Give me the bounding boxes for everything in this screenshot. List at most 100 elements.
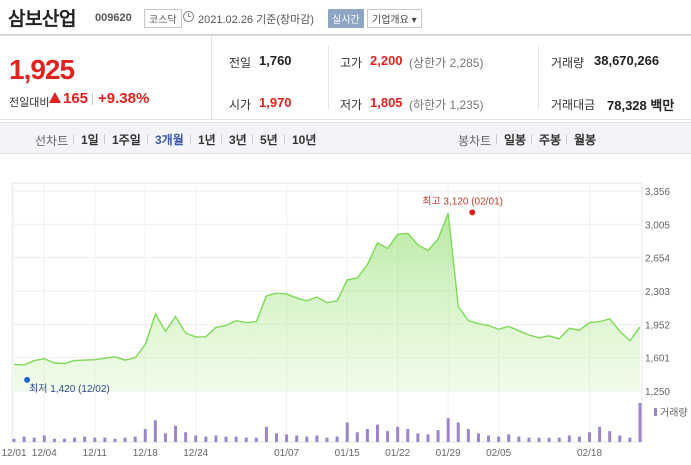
high-annotation: 최고 3,120 (02/01) [422, 195, 503, 207]
volume-bar [93, 437, 97, 442]
candle-chart-label: 봉차트 [458, 134, 492, 148]
x-tick-label: 02/18 [577, 448, 602, 459]
divider [147, 134, 148, 144]
volume-bar [163, 433, 167, 442]
volume-bar [12, 438, 16, 442]
high-label: 고가 [340, 56, 363, 70]
amount-label: 거래대금 [551, 98, 596, 112]
prev-close-value: 1,760 [259, 53, 292, 68]
volume-bar [133, 436, 137, 442]
tab-3m[interactable]: 3개월 [155, 133, 184, 147]
stock-code: 009620 [95, 12, 132, 24]
volume-bar [638, 403, 642, 442]
tab-1d[interactable]: 1일 [81, 133, 99, 147]
low-annotation: 최저 1,420 (12/02) [29, 383, 110, 395]
volume-bar [446, 418, 450, 442]
y-tick-label: 3,356 [645, 187, 670, 198]
tab-10y[interactable]: 10년 [292, 133, 317, 147]
volume-bar [466, 429, 470, 442]
x-tick-label: 12/01 [1, 448, 26, 459]
volume-bar [52, 438, 56, 442]
realtime-button[interactable]: 실시간 [328, 9, 364, 28]
prev-close-label: 전일 [229, 56, 252, 70]
y-tick-label: 2,654 [645, 254, 670, 265]
up-arrow-icon [49, 92, 61, 103]
current-price: 1,925 [9, 54, 75, 85]
change-rate: +9.38% [98, 90, 150, 107]
divider [92, 93, 93, 105]
volume-bar [174, 425, 178, 442]
volume-label: 거래량 [551, 56, 585, 70]
volume-bar [295, 435, 299, 442]
divider [328, 46, 329, 110]
y-tick-label: 2,303 [645, 287, 670, 298]
price-chart[interactable]: 3,356 3,005 2,654 2,303 1,952 1,601 1,250 12/01… [0, 160, 691, 465]
volume-bar [365, 429, 369, 442]
volume-bar [62, 438, 66, 442]
price-line [13, 213, 641, 366]
volume-bar [537, 437, 541, 442]
divider [190, 134, 191, 144]
y-tick-label: 3,005 [645, 220, 670, 231]
volume-bar [386, 431, 390, 442]
volume-bar [507, 434, 511, 442]
volume-bar [355, 432, 359, 442]
upper-limit: (상한가 2,285) [409, 56, 484, 70]
volume-bar [517, 436, 521, 442]
company-overview-dropdown[interactable]: 기업개요 ▾ [367, 9, 422, 28]
volume-bar [487, 435, 491, 442]
volume-bar [305, 436, 309, 442]
clock-icon [183, 11, 194, 22]
volume-bar [588, 432, 592, 442]
divider [73, 134, 74, 144]
y-tick-label: 1,952 [645, 320, 670, 331]
line-chart-label: 선차트 [35, 134, 69, 148]
open-value: 1,970 [259, 95, 292, 110]
volume-bar [264, 426, 268, 442]
volume-bar [143, 429, 147, 442]
divider [538, 46, 539, 110]
tab-3y[interactable]: 3년 [229, 133, 247, 147]
tab-daily[interactable]: 일봉 [504, 133, 527, 147]
volume-bar [32, 437, 36, 442]
low-label: 저가 [340, 98, 363, 112]
quote-summary: 1,925 전일대비 165 +9.38% 전일 1,760 시가 1,970 … [0, 34, 691, 120]
market-badge: 코스닥 [144, 9, 182, 28]
volume-legend-swatch [654, 408, 657, 416]
x-tick-label: 01/29 [436, 448, 461, 459]
change-label: 전일대비 [9, 97, 50, 109]
volume-bar [567, 435, 571, 442]
volume-bar [325, 437, 329, 442]
price-area [14, 213, 640, 391]
volume-bar [42, 435, 46, 442]
y-tick-label: 1,250 [645, 387, 670, 398]
volume-bar [375, 424, 379, 442]
change-value: 165 [63, 90, 89, 107]
divider [566, 134, 567, 144]
volume-bar [73, 437, 77, 442]
volume-bar [234, 436, 238, 442]
volume-bar [557, 437, 561, 442]
volume-bar [456, 422, 460, 442]
volume-bar [254, 437, 258, 442]
volume-bar [608, 431, 612, 442]
volume-bar [22, 436, 26, 442]
volume-bar [416, 433, 420, 442]
tab-weekly[interactable]: 주봉 [539, 133, 562, 147]
tab-monthly[interactable]: 월봉 [574, 133, 597, 147]
tab-5y[interactable]: 5년 [260, 133, 278, 147]
lower-limit: (하한가 1,235) [409, 98, 484, 112]
divider [252, 134, 253, 144]
y-tick-label: 1,601 [645, 354, 670, 365]
divider [284, 134, 285, 144]
low-value: 1,805 [370, 95, 403, 110]
volume-value: 38,670,266 [594, 53, 660, 68]
tab-1w[interactable]: 1주일 [112, 133, 141, 147]
volume-bar [113, 438, 117, 442]
volume-bar [476, 433, 480, 442]
x-tick-label: 02/05 [486, 448, 511, 459]
base-date: 2021.02.26 기준(장마감) [198, 14, 315, 26]
volume-bar [83, 436, 87, 442]
period-tabs: 선차트 1일 1주일 3개월 1년 3년 5년 10년 봉차트 일봉 주봉 월봉 [0, 122, 691, 154]
tab-1y[interactable]: 1년 [198, 133, 216, 147]
